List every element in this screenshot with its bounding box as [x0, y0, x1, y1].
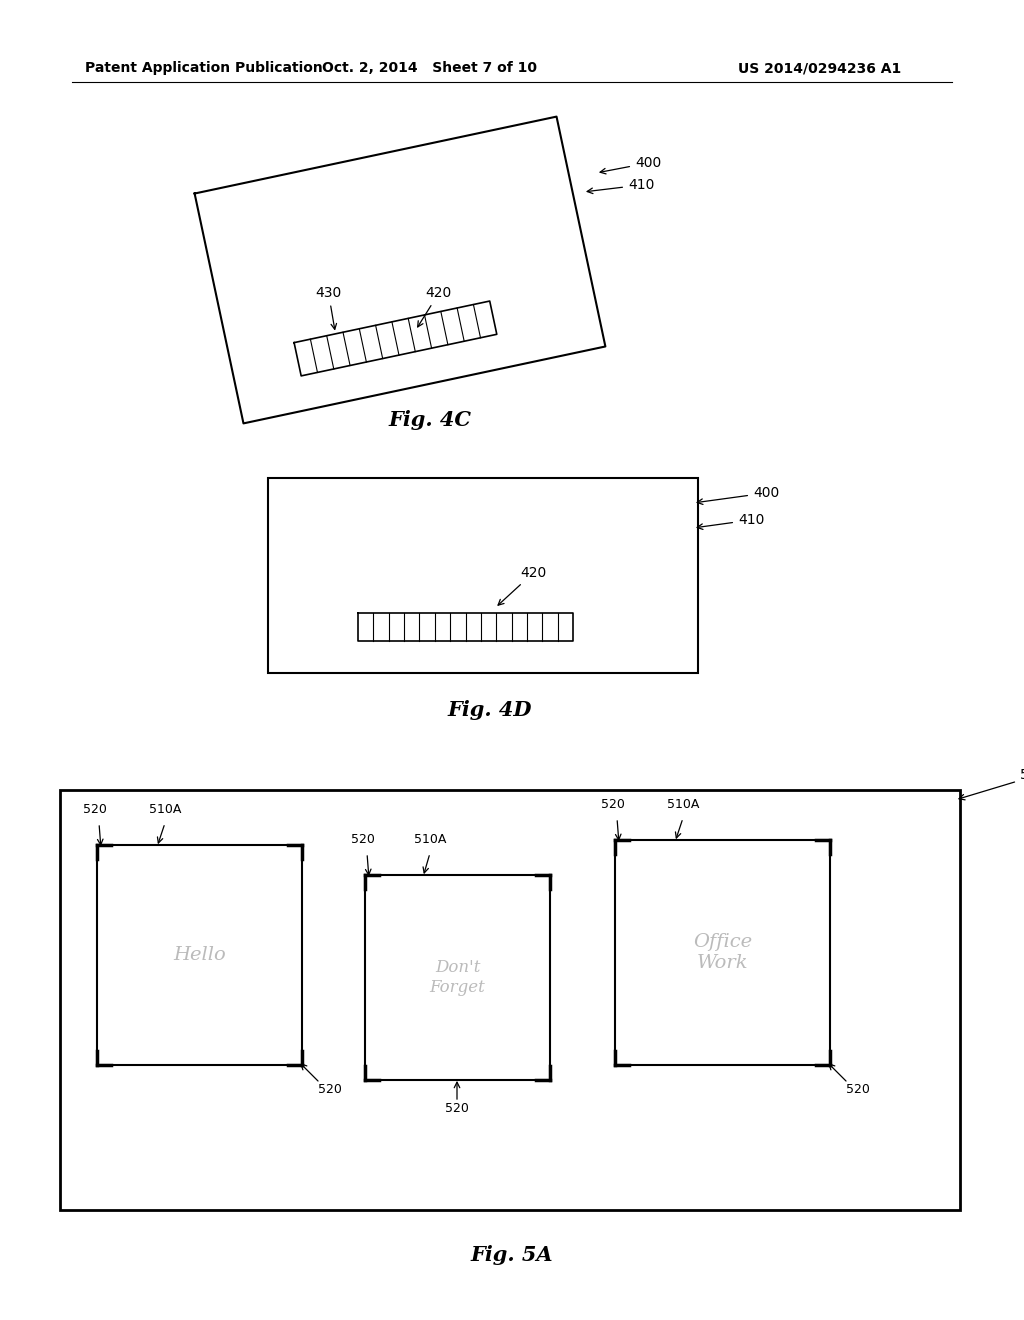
- Text: 410: 410: [697, 513, 764, 529]
- Text: Patent Application Publication: Patent Application Publication: [85, 61, 323, 75]
- Text: 410: 410: [587, 178, 654, 194]
- Text: 510A: 510A: [148, 803, 181, 816]
- Text: 510A: 510A: [667, 799, 699, 810]
- Bar: [365, 875, 550, 1080]
- Text: 420: 420: [498, 566, 546, 605]
- Bar: [60, 789, 961, 1210]
- Text: 520: 520: [83, 803, 106, 816]
- Text: 400: 400: [600, 156, 662, 174]
- Text: 500A: 500A: [959, 768, 1024, 800]
- Bar: [97, 845, 302, 1065]
- Text: Don't
Forget: Don't Forget: [430, 960, 485, 995]
- Text: Office
Work: Office Work: [693, 933, 752, 972]
- Text: 520: 520: [351, 833, 375, 846]
- Text: 400: 400: [697, 486, 779, 504]
- Text: Fig. 4C: Fig. 4C: [388, 411, 471, 430]
- Bar: [615, 840, 830, 1065]
- Text: 510A: 510A: [414, 833, 446, 846]
- Text: Oct. 2, 2014   Sheet 7 of 10: Oct. 2, 2014 Sheet 7 of 10: [323, 61, 538, 75]
- Text: Hello: Hello: [173, 946, 226, 964]
- Text: 520: 520: [318, 1082, 342, 1096]
- Text: 520: 520: [445, 1102, 469, 1115]
- Text: 520: 520: [846, 1082, 870, 1096]
- Text: 430: 430: [315, 286, 342, 330]
- Bar: [268, 478, 698, 673]
- Text: US 2014/0294236 A1: US 2014/0294236 A1: [738, 61, 901, 75]
- Text: 520: 520: [601, 799, 625, 810]
- Text: Fig. 4D: Fig. 4D: [447, 700, 532, 719]
- Text: Fig. 5A: Fig. 5A: [471, 1245, 553, 1265]
- Text: 420: 420: [418, 286, 452, 327]
